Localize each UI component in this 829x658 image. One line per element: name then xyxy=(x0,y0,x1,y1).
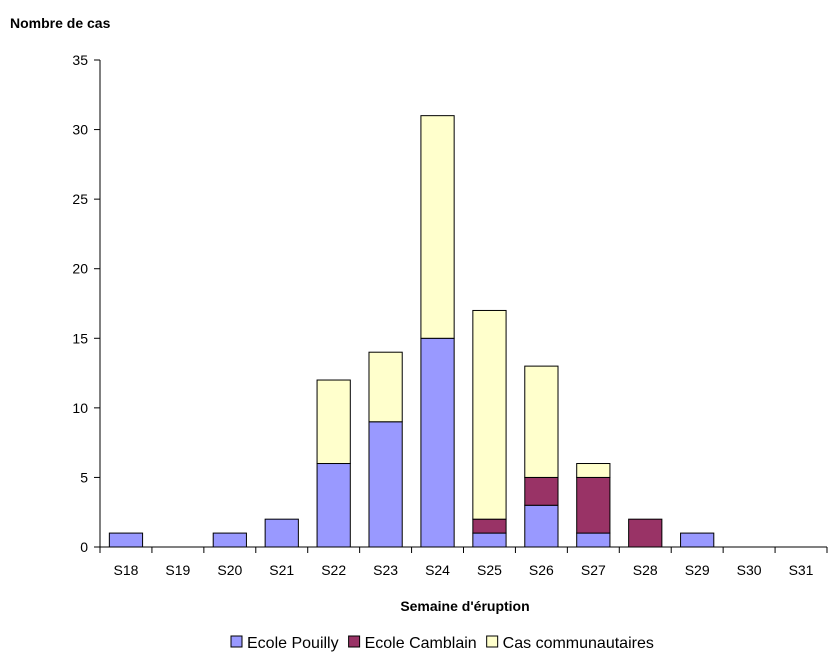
bar-s26-series-2 xyxy=(524,476,559,506)
y-tick-label: 0 xyxy=(80,539,88,555)
y-tick-label: 15 xyxy=(72,330,88,346)
y-tick-label: 5 xyxy=(80,469,88,485)
bar-s24-series-1 xyxy=(420,337,455,548)
bar-s29-series-1 xyxy=(680,532,715,548)
legend-label: Ecole Pouilly xyxy=(247,635,339,652)
bar-s27-series-3 xyxy=(576,463,611,478)
x-tick-label: S19 xyxy=(165,562,190,578)
x-tick-label: S24 xyxy=(425,562,450,578)
x-axis: S18 S19 S20 S21 S22 S23 S24 S25 S26 S27 S28 S29 S30 S… xyxy=(99,546,828,578)
bar-s24-series-3 xyxy=(420,115,455,339)
y-axis-title: Nombre de cas xyxy=(10,15,111,31)
legend-swatch xyxy=(230,635,243,648)
bar-s21-series-1 xyxy=(264,518,299,548)
bar-s27-series-2 xyxy=(576,476,611,534)
x-tick-label: S30 xyxy=(737,562,762,578)
legend: Ecole Pouilly Ecole Camblain Cas communaut… xyxy=(230,635,654,652)
x-tick-label: S28 xyxy=(633,562,658,578)
x-tick-label: S23 xyxy=(373,562,398,578)
x-axis-title: Semaine d'éruption xyxy=(400,598,529,614)
y-tick-label: 25 xyxy=(72,191,88,207)
y-tick-label: 10 xyxy=(72,400,88,416)
bar-s18-series-1 xyxy=(108,532,144,548)
x-tick-label: S26 xyxy=(529,562,554,578)
x-tick-label: S21 xyxy=(269,562,294,578)
y-tick-label: 30 xyxy=(72,122,88,138)
legend-swatch xyxy=(486,635,499,648)
y-tick-label: 35 xyxy=(72,52,88,68)
bar-s27-series-1 xyxy=(576,532,611,548)
x-tick-label: S31 xyxy=(789,562,814,578)
bar-s22-series-1 xyxy=(316,463,351,548)
bar-s28-series-2 xyxy=(628,518,663,548)
bar-s25-series-3 xyxy=(472,309,507,520)
legend-label: Cas communautaires xyxy=(503,635,654,652)
bar-s23-series-3 xyxy=(368,351,403,423)
bar-s20-series-1 xyxy=(212,532,247,548)
x-tick-label: S27 xyxy=(581,562,606,578)
bar-s23-series-1 xyxy=(368,421,403,548)
x-tick-label: S22 xyxy=(321,562,346,578)
x-tick-label: S18 xyxy=(114,562,139,578)
y-axis: 0 5 10 15 20 25 30 35 xyxy=(72,52,101,555)
bar-s25-series-1 xyxy=(472,532,507,548)
bar-s22-series-3 xyxy=(316,379,351,465)
bars xyxy=(108,115,715,548)
y-tick-label: 20 xyxy=(72,261,88,277)
x-tick-label: S29 xyxy=(685,562,710,578)
legend-swatch xyxy=(348,635,361,648)
legend-label: Ecole Camblain xyxy=(365,635,477,652)
bar-s25-series-2 xyxy=(472,518,507,534)
bar-s26-series-1 xyxy=(524,504,559,548)
x-tick-label: S20 xyxy=(217,562,242,578)
x-tick-label: S25 xyxy=(477,562,502,578)
bar-s26-series-3 xyxy=(524,365,559,478)
